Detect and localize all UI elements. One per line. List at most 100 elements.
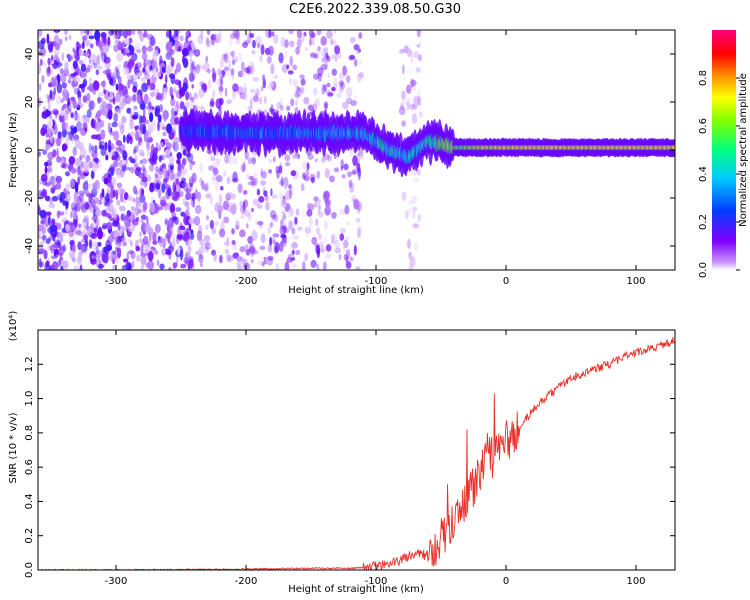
spectrogram-noise-cell — [107, 151, 113, 158]
spectrogram-noise-cell — [119, 124, 125, 135]
spectrogram-noise-cell — [121, 165, 126, 173]
spectrogram-noise-cell — [140, 141, 144, 147]
spectrogram-noise-cell — [80, 30, 83, 36]
spectrogram-noise-cell — [407, 200, 414, 205]
spectrogram-noise-cell — [106, 221, 113, 230]
spectrogram-noise-cell — [45, 260, 50, 268]
spectrogram-noise-cell — [48, 118, 53, 129]
spectrogram-noise-cell — [38, 30, 42, 39]
spectrogram-noise-cell — [80, 127, 87, 136]
spectrogram-noise-cell — [275, 263, 280, 270]
spectrogram-noise-cell — [142, 126, 145, 135]
spectrogram-noise-cell — [345, 255, 349, 263]
spectrogram-noise-cell — [66, 190, 70, 196]
spectrogram-noise-cell — [140, 218, 144, 224]
spectrogram-noise-cell — [62, 88, 69, 98]
spectrogram-noise-cell — [179, 180, 186, 189]
spectrogram-noise-cell — [398, 106, 406, 116]
spectrogram-noise-cell — [134, 205, 140, 216]
spectrogram-noise-cell — [216, 67, 221, 77]
spectrogram-noise-cell — [183, 50, 190, 57]
spectrogram-noise-cell — [101, 251, 107, 263]
spectrogram-noise-cell — [399, 48, 406, 54]
spectrogram-noise-cell — [41, 188, 47, 198]
spectrogram-noise-cell — [84, 189, 89, 194]
spectrogram-noise-cell — [89, 156, 96, 165]
spectrogram-noise-cell — [353, 94, 358, 105]
spectrogram-noise-cell — [123, 166, 131, 171]
spectrogram-noise-cell — [59, 68, 64, 75]
spectrogram-noise-cell — [115, 140, 123, 146]
spectrogram-noise-cell — [296, 30, 302, 39]
spectrogram-noise-cell — [232, 83, 239, 92]
spectrogram-noise-cell — [331, 68, 337, 76]
spectrogram-noise-cell — [291, 241, 298, 249]
spectrogram-noise-cell — [41, 234, 47, 241]
spectrogram-noise-cell — [131, 95, 137, 103]
spectrogram-noise-cell — [169, 152, 173, 157]
spectrogram-noise-cell — [79, 264, 83, 270]
spectrogram-noise-cell — [86, 108, 92, 118]
spectrogram-noise-cell — [83, 116, 90, 124]
spectrogram-noise-cell — [88, 35, 95, 40]
spectrogram-noise-cell — [173, 142, 179, 152]
spectrogram-noise-cell — [100, 32, 107, 38]
spectrogram-noise-cell — [143, 119, 150, 125]
spectrogram-noise-cell — [71, 256, 76, 263]
spectrogram-noise-cell — [188, 50, 194, 57]
spectrogram-noise-cell — [95, 250, 102, 259]
spectrogram-noise-cell — [411, 195, 418, 204]
spectrogram-noise-cell — [97, 117, 101, 123]
spectrogram-noise-cell — [107, 112, 110, 119]
spectrogram-noise-cell — [288, 30, 295, 35]
spectrogram-noise-cell — [99, 119, 105, 128]
spectrogram-noise-cell — [316, 247, 320, 259]
spectrogram-noise-cell — [159, 104, 164, 113]
spectrogram-noise-cell — [47, 57, 51, 66]
spectrogram-noise-cell — [62, 200, 67, 206]
spectrogram-noise-cell — [305, 169, 309, 178]
spectrogram-noise-cell — [138, 149, 145, 157]
spectrogram-noise-cell — [107, 36, 111, 47]
spectrogram-noise-cell — [247, 235, 253, 244]
spectrogram-noise-cell — [265, 201, 270, 211]
spectrogram-noise-cell — [39, 58, 43, 66]
spectrogram-noise-cell — [182, 82, 188, 92]
spectrogram-noise-cell — [171, 231, 177, 241]
spectrogram-noise-cell — [344, 236, 349, 241]
spectrogram-noise-cell — [181, 182, 189, 189]
spectrogram-noise-cell — [107, 122, 111, 134]
spectrogram-noise-cell — [245, 221, 249, 231]
spectrogram-noise-cell — [68, 156, 76, 165]
spectrogram-noise-cell — [339, 233, 345, 241]
spectrogram-noise-cell — [283, 218, 286, 228]
spectrogram-noise-cell — [79, 154, 86, 160]
spectrogram-noise-cell — [264, 194, 269, 202]
spectrogram-noise-cell — [151, 60, 158, 71]
spectrogram-noise-cell — [53, 30, 58, 33]
spectrogram-noise-cell — [306, 162, 310, 171]
spectrogram-noise-cell — [327, 154, 332, 162]
spectrogram-noise-cell — [230, 33, 237, 40]
spectrogram-noise-cell — [116, 94, 120, 103]
spectrogram-noise-cell — [211, 177, 218, 185]
spectrogram-noise-cell — [252, 39, 256, 49]
spectrogram-noise-cell — [38, 50, 43, 57]
spectrogram-noise-cell — [269, 80, 274, 89]
spectrogram-noise-cell — [169, 170, 175, 181]
spectrogram-noise-cell — [290, 253, 294, 259]
spectrogram-noise-cell — [323, 261, 327, 270]
spectrogram-noise-cell — [348, 179, 353, 188]
spectrogram-noise-cell — [251, 157, 257, 165]
spectrogram-noise-cell — [316, 30, 322, 35]
spectrogram-noise-cell — [280, 254, 284, 261]
spectrogram-noise-cell — [141, 45, 147, 54]
spectrogram-noise-cell — [106, 212, 111, 218]
spectrogram-noise-cell — [358, 153, 364, 160]
spectrogram-noise-cell — [40, 240, 44, 249]
spectrogram-noise-cell — [190, 200, 194, 207]
spectrogram-noise-cell — [346, 87, 353, 98]
spectrogram-noise-cell — [214, 202, 221, 213]
spectrogram-noise-cell — [412, 86, 417, 92]
spectrogram-noise-cell — [72, 99, 77, 109]
